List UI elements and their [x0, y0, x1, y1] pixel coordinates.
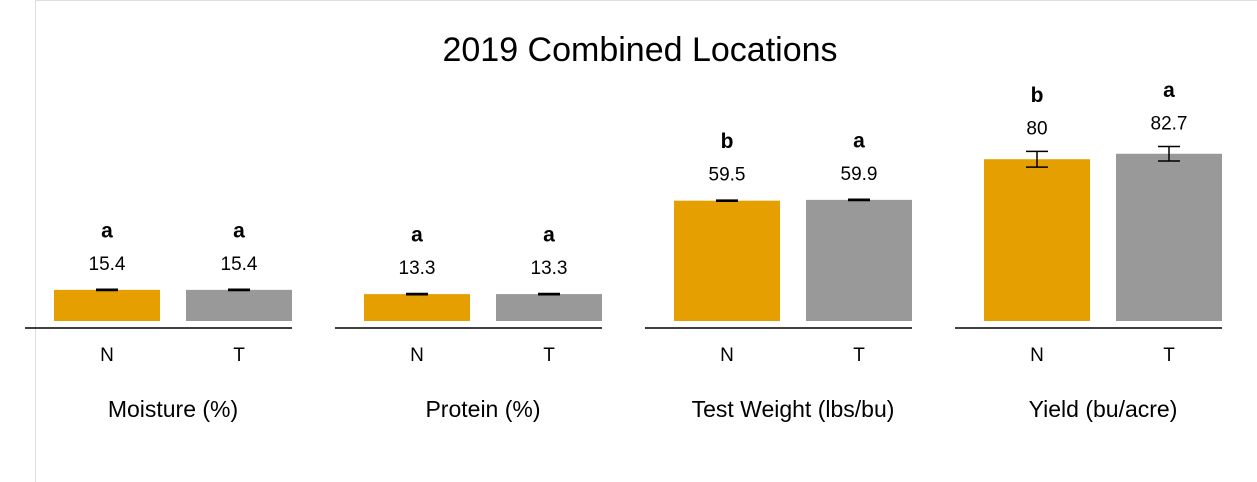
x-tick-label: T — [853, 345, 865, 366]
x-tick-label: T — [233, 345, 245, 366]
value-label: 82.7 — [1151, 113, 1188, 134]
bar — [674, 200, 780, 321]
bar — [54, 289, 160, 321]
bar — [984, 159, 1090, 321]
value-label: 15.4 — [89, 254, 126, 275]
bar — [1116, 153, 1222, 321]
bar — [364, 294, 470, 321]
x-tick-label: T — [543, 345, 555, 366]
x-tick-label: N — [410, 345, 424, 366]
value-label: 13.3 — [531, 258, 568, 279]
significance-letter: a — [543, 224, 555, 247]
significance-letter: b — [721, 130, 734, 153]
significance-letter: a — [411, 224, 423, 247]
panel-label: Moisture (%) — [108, 396, 238, 422]
value-label: 13.3 — [399, 258, 436, 279]
significance-letter: a — [101, 219, 113, 242]
significance-letter: a — [853, 129, 865, 152]
panel-label: Protein (%) — [425, 396, 540, 422]
x-tick-label: N — [720, 345, 734, 366]
panel-label: Yield (bu/acre) — [1029, 396, 1178, 422]
chart-title: 2019 Combined Locations — [442, 31, 837, 69]
significance-letter: a — [233, 219, 245, 242]
x-tick-label: N — [1030, 345, 1044, 366]
bar — [186, 289, 292, 321]
x-tick-label: N — [100, 345, 114, 366]
panel-label: Test Weight (lbs/bu) — [692, 396, 895, 422]
value-label: 59.5 — [709, 165, 746, 186]
significance-letter: a — [1163, 79, 1175, 102]
bar — [806, 199, 912, 321]
frame — [35, 0, 1257, 482]
significance-letter: b — [1031, 84, 1044, 107]
value-label: 15.4 — [221, 254, 258, 275]
x-tick-label: T — [1163, 345, 1175, 366]
value-label: 80 — [1026, 118, 1047, 139]
value-label: 59.9 — [841, 164, 878, 185]
bar — [496, 294, 602, 321]
